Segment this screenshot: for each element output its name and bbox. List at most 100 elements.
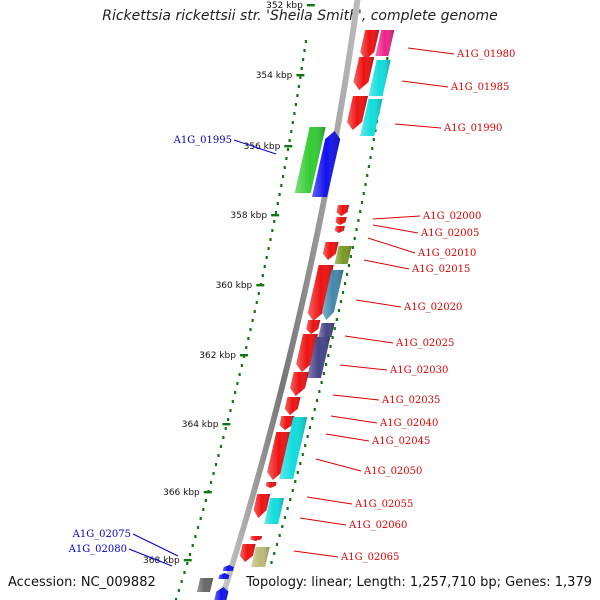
scale-guide-dot bbox=[304, 40, 307, 43]
scale-guide-dot bbox=[204, 499, 207, 502]
scale-guide-dot bbox=[177, 589, 180, 592]
gene-arrow-shading bbox=[307, 265, 334, 321]
scale-guide-dot bbox=[242, 355, 246, 358]
gene-arrow-shading bbox=[318, 323, 335, 337]
gene-leader-line bbox=[407, 47, 455, 55]
strand-guide-dot bbox=[306, 435, 309, 438]
strand-guide-dot bbox=[296, 471, 299, 474]
gene-arrow-shading bbox=[334, 246, 352, 264]
scale-tick-label: 364 kbp bbox=[182, 420, 219, 430]
gene-arrow-shading bbox=[312, 131, 341, 197]
gene-arrow-shading bbox=[267, 432, 292, 480]
gene-leader-line bbox=[355, 299, 402, 308]
gene-label: A1G_02020 bbox=[403, 302, 462, 313]
gene-label: A1G_02025 bbox=[395, 338, 454, 349]
strand-guide-dot bbox=[301, 453, 304, 456]
strand-guide-dot bbox=[366, 174, 369, 177]
gene-label: A1G_02055 bbox=[354, 499, 413, 510]
gene-arrow-shading bbox=[322, 270, 344, 320]
gene-label: A1G_01995 bbox=[173, 135, 232, 146]
scale-tick-label: 362 kbp bbox=[199, 351, 236, 361]
gene-label: A1G_01990 bbox=[443, 123, 502, 134]
gene-arrow-shading bbox=[253, 494, 271, 518]
gene-label: A1G_02005 bbox=[420, 228, 479, 239]
gene-label: A1G_01980 bbox=[456, 49, 515, 60]
strand-guide-dot bbox=[343, 282, 347, 285]
gene-leader-line bbox=[332, 394, 380, 401]
scale-guide-dot bbox=[278, 193, 281, 196]
scale-guide-dot bbox=[297, 85, 300, 88]
scale-tick-label: 356 kbp bbox=[244, 142, 281, 152]
strand-guide-dot bbox=[360, 201, 364, 204]
strand-guide-dot bbox=[286, 507, 289, 510]
strand-guide-dot bbox=[313, 408, 316, 411]
scale-guide-dot bbox=[234, 391, 237, 394]
strand-guide-dot bbox=[308, 426, 312, 429]
gene-leader-line bbox=[344, 335, 394, 344]
strand-guide-dot bbox=[275, 543, 279, 546]
gene-arrow-shading bbox=[250, 536, 262, 541]
scale-tick bbox=[271, 214, 280, 217]
strand-guide-dot bbox=[362, 192, 365, 195]
gene-leader-line bbox=[363, 259, 410, 270]
scale-tick bbox=[222, 423, 231, 426]
strand-guide-dot bbox=[347, 264, 351, 267]
gene-arrow-shading bbox=[306, 320, 321, 334]
gene-leader-line bbox=[299, 517, 347, 526]
gene-arrow-shading bbox=[296, 334, 318, 372]
backbone-layer bbox=[218, 0, 361, 600]
scale-guide-dot bbox=[174, 598, 178, 600]
gene-label: A1G_02065 bbox=[340, 552, 399, 563]
gene-label: A1G_02030 bbox=[389, 365, 448, 376]
strand-guide-dot bbox=[315, 399, 319, 402]
gene-arrow-shading bbox=[336, 205, 350, 216]
scale-guide-dot bbox=[199, 517, 202, 520]
scale-guide-dot bbox=[196, 526, 200, 529]
scale-tick-label: 352 kbp bbox=[266, 1, 303, 11]
gene-arrow-shading bbox=[307, 337, 331, 378]
gene-arrow-shading bbox=[375, 30, 395, 56]
strand-guide-dot bbox=[304, 444, 307, 447]
gene-arrow-shading bbox=[334, 226, 345, 233]
gene-arrow-shading bbox=[322, 242, 339, 260]
gene-label: A1G_02010 bbox=[417, 248, 476, 259]
strand-guide-dot bbox=[273, 552, 276, 555]
scale-guide-dot bbox=[236, 382, 239, 385]
gene-arrow-shading bbox=[353, 57, 375, 90]
scale-guide-dot bbox=[294, 103, 297, 106]
gene-labels-layer: A1G_01980 A1G_01985 A1G_01990 A1G_01995 A1G_… bbox=[68, 47, 515, 567]
accession-text: Accession: NC_009882 bbox=[8, 575, 156, 590]
scale-guide-dot bbox=[261, 274, 264, 277]
scale-guide-dot bbox=[263, 265, 266, 268]
gene-label: A1G_02050 bbox=[363, 466, 422, 477]
gene-leader-line bbox=[339, 364, 388, 371]
scale-tick bbox=[239, 354, 248, 357]
strand-guide-dot bbox=[355, 228, 358, 231]
scale-guide-dot bbox=[286, 148, 290, 151]
gene-leader-line bbox=[293, 550, 339, 558]
scale-guide-dot bbox=[302, 58, 305, 61]
strand-guide-dot bbox=[367, 165, 371, 168]
gene-arrow-shading bbox=[279, 417, 308, 479]
gene-label: A1G_02040 bbox=[379, 418, 438, 429]
strand-guide-dot bbox=[278, 534, 281, 537]
gene-arrow-shading bbox=[279, 416, 295, 430]
scale-guide-dot bbox=[222, 436, 225, 439]
scale-guide-dot bbox=[290, 130, 293, 133]
strand-guide-dot bbox=[351, 246, 354, 249]
scale-tick-label: 368 kbp bbox=[143, 556, 180, 566]
scale-guide-dot bbox=[253, 310, 256, 313]
scale-guide-dot bbox=[191, 544, 194, 547]
gene-arrow-shading bbox=[251, 547, 270, 567]
gene-leader-line bbox=[132, 533, 179, 557]
gene-arrow-shading bbox=[197, 578, 214, 592]
scale-guide-dot bbox=[273, 220, 276, 223]
scale-guide-dot bbox=[186, 562, 189, 565]
scale-tick bbox=[183, 559, 192, 562]
gene-label: A1G_02060 bbox=[348, 520, 407, 531]
scale-ticks-layer: 352 kbp 354 kbp 356 kbp 358 kbp 360 kbp 362 k… bbox=[143, 1, 315, 566]
gene-label: A1G_02080 bbox=[68, 544, 127, 555]
strand-guide-dot bbox=[333, 327, 336, 330]
strand-guide-dot bbox=[349, 255, 353, 258]
